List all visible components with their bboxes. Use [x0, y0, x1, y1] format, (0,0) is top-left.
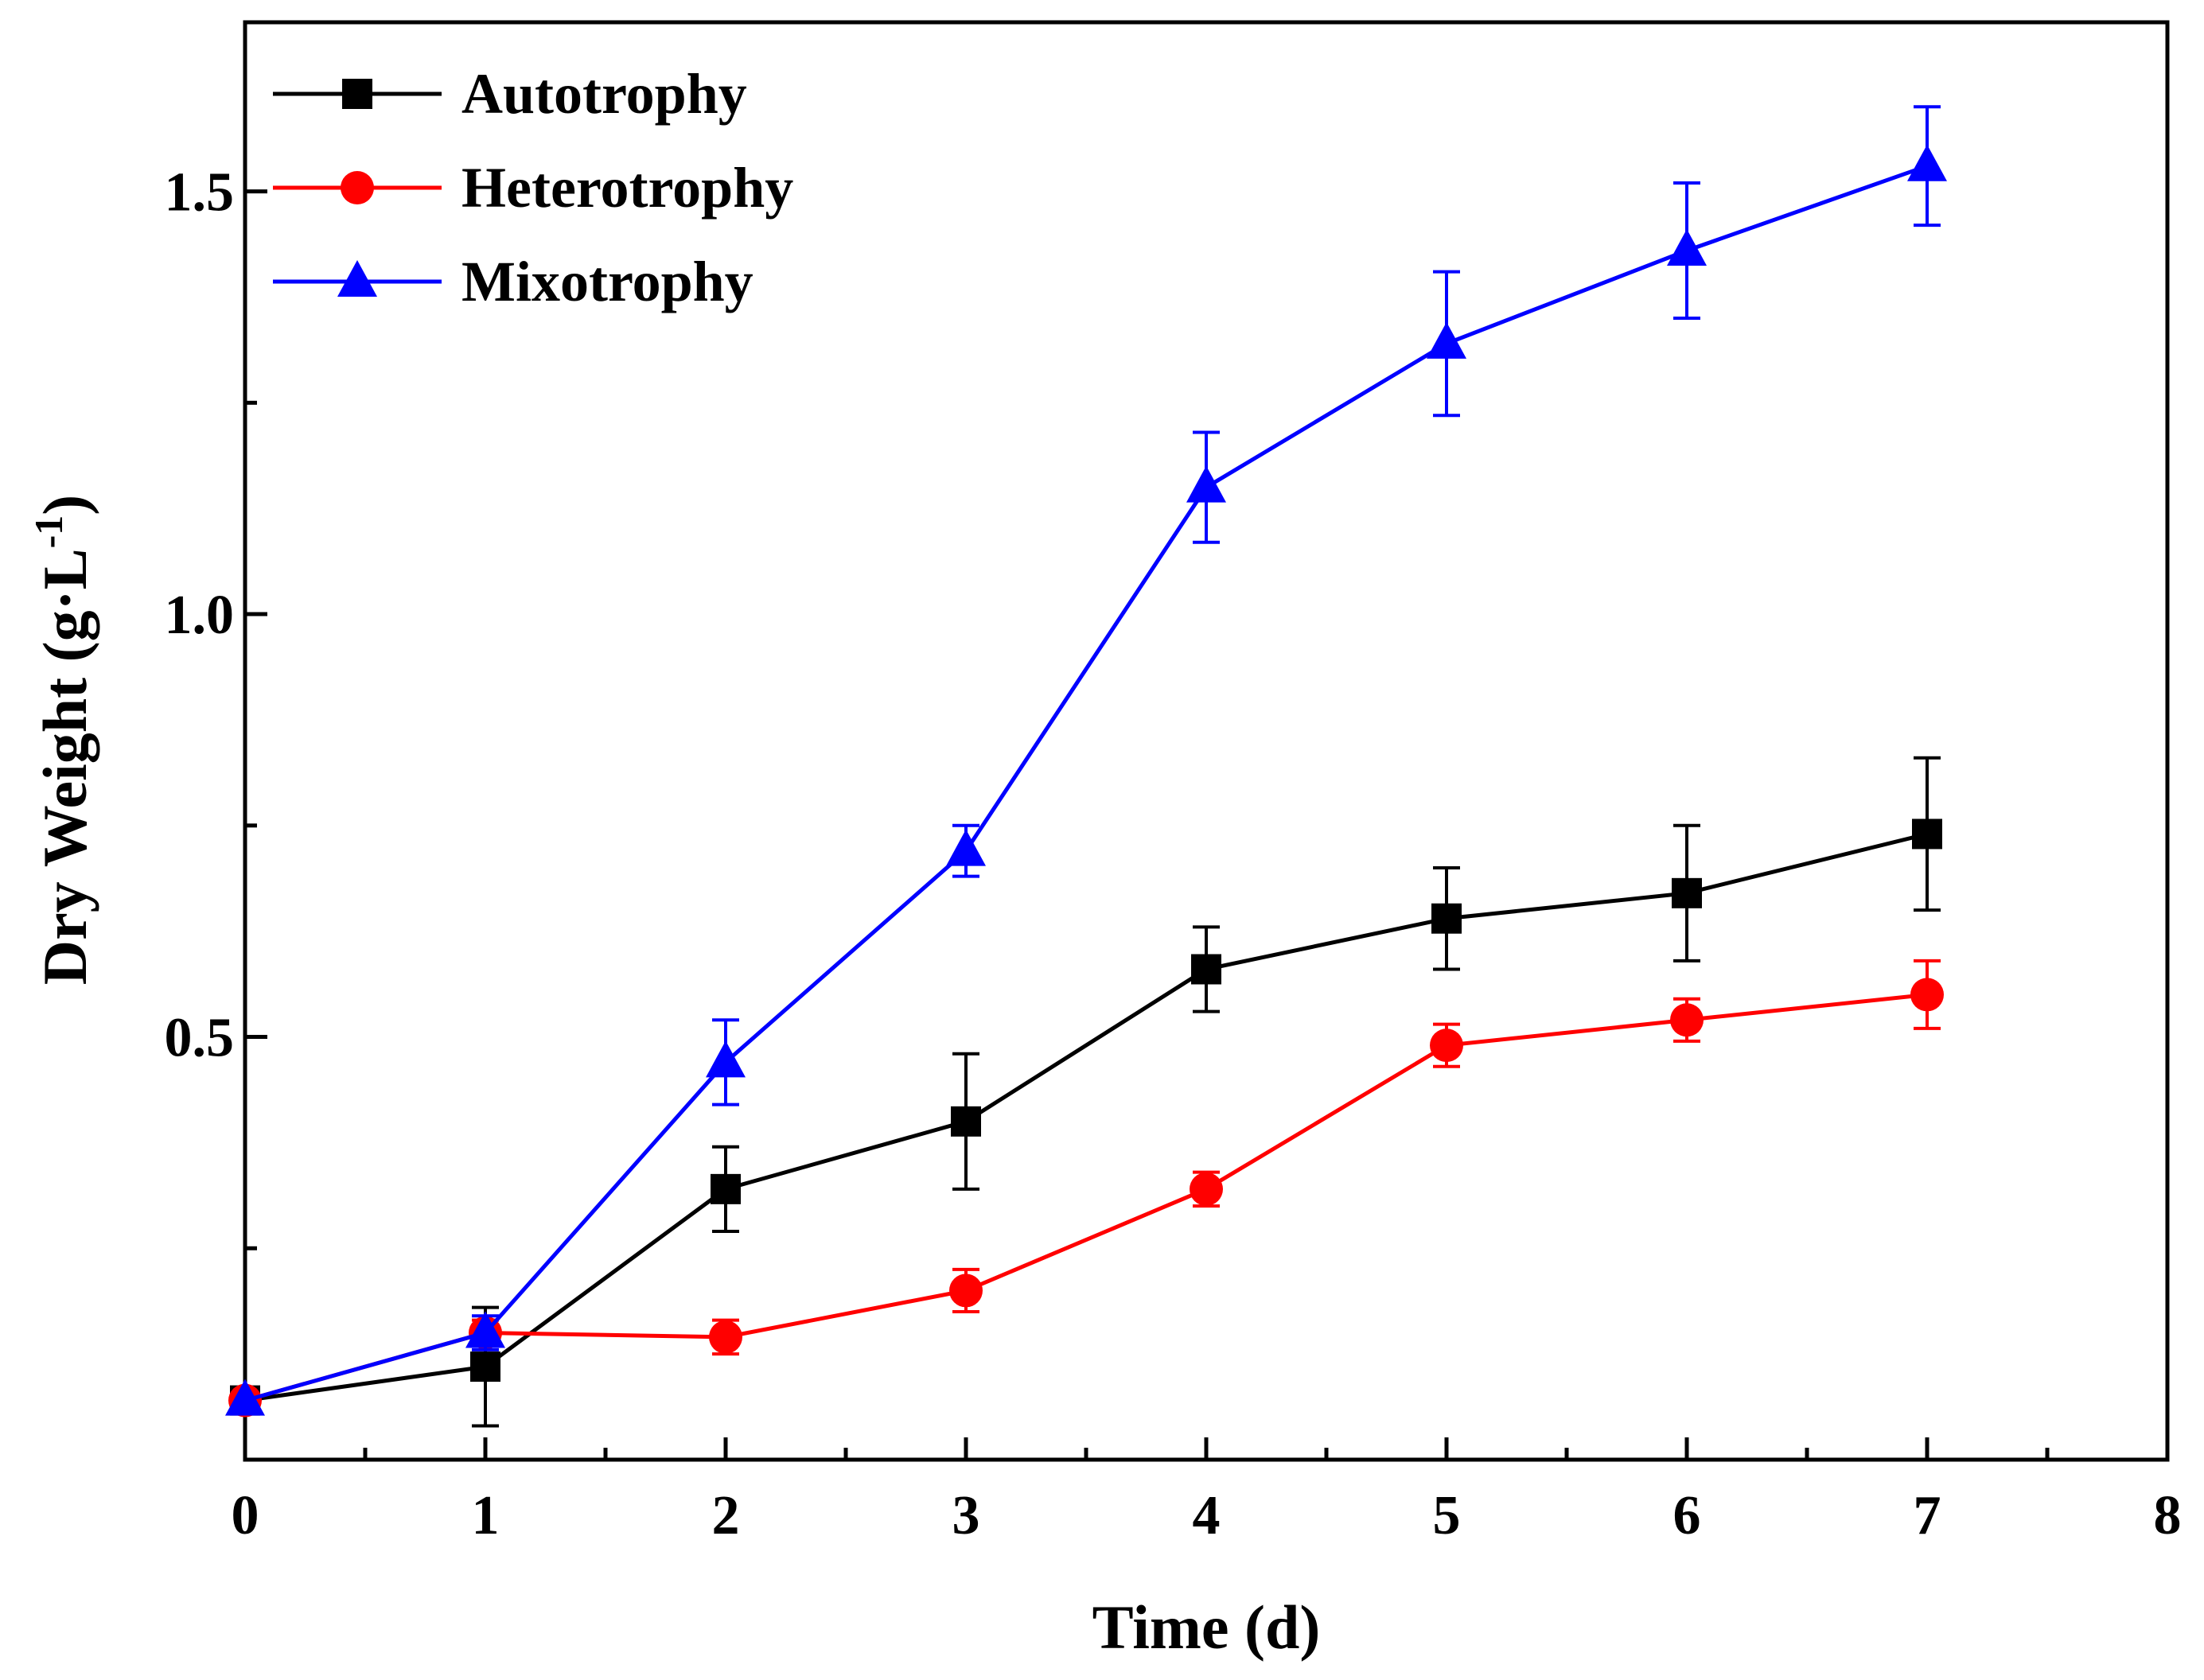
data-point-autotrophy [1672, 877, 1702, 908]
data-point-heterotrophy [1910, 978, 1944, 1012]
x-tick-label: 2 [712, 1485, 740, 1546]
data-point-heterotrophy [1670, 1003, 1704, 1037]
x-axis: 0 1 2 3 4 5 6 7 8 [232, 1437, 2182, 1546]
x-tick-label: 8 [2154, 1485, 2182, 1546]
y-tick-label: 0.5 [165, 1008, 235, 1069]
series-heterotrophy [228, 959, 1944, 1418]
data-point-autotrophy [470, 1351, 500, 1382]
data-point-heterotrophy [709, 1320, 742, 1354]
data-point-autotrophy [711, 1173, 741, 1204]
y-axis-label-close: ) [30, 495, 99, 515]
plot-frame [243, 20, 2170, 1462]
x-tick-label: 6 [1673, 1485, 1701, 1546]
data-point-mixotrophy [1186, 465, 1226, 503]
x-tick-label: 1 [472, 1485, 500, 1546]
data-point-mixotrophy [465, 1311, 505, 1348]
y-axis-label-main: Dry Weight (g·L [30, 548, 99, 985]
legend-label-autotrophy: Autotrophy [461, 62, 747, 126]
data-point-mixotrophy [225, 1379, 265, 1416]
legend-label-mixotrophy: Mixotrophy [461, 250, 753, 313]
data-point-heterotrophy [949, 1274, 983, 1308]
legend-label-heterotrophy: Heterotrophy [461, 156, 793, 220]
x-tick-label: 7 [1914, 1485, 1941, 1546]
x-tick-label: 0 [232, 1485, 259, 1546]
data-point-mixotrophy [1907, 144, 1947, 181]
data-point-mixotrophy [1667, 228, 1707, 266]
x-tick-label: 4 [1193, 1485, 1221, 1546]
data-point-heterotrophy [1190, 1172, 1223, 1206]
data-point-autotrophy [1431, 903, 1462, 934]
legend-marker-autotrophy [342, 79, 372, 109]
data-point-autotrophy [1191, 954, 1221, 985]
y-axis-label-superscript: -1 [26, 515, 71, 549]
data-point-mixotrophy [706, 1040, 746, 1078]
x-tick-label: 3 [952, 1485, 980, 1546]
series-layer [225, 105, 1947, 1428]
y-tick-label: 1.0 [165, 585, 235, 646]
data-point-mixotrophy [1427, 321, 1466, 359]
series-line-mixotrophy [244, 164, 1928, 1403]
legend-marker-mixotrophy [337, 260, 377, 297]
legend: Autotrophy Heterotrophy Mixotrophy [273, 62, 793, 313]
y-axis: 0.5 1.0 1.5 [165, 162, 267, 1250]
x-axis-label: Time (d) [1092, 1592, 1321, 1662]
data-point-mixotrophy [946, 829, 986, 866]
series-line-heterotrophy [244, 992, 1928, 1403]
data-point-autotrophy [951, 1106, 981, 1137]
data-point-autotrophy [1912, 819, 1942, 850]
legend-marker-heterotrophy [341, 171, 374, 204]
y-tick-label: 1.5 [165, 162, 235, 224]
series-line-autotrophy [244, 831, 1928, 1403]
y-axis-label: Dry Weight (g·L-1) [26, 495, 99, 986]
series-mixotrophy [225, 105, 1947, 1416]
data-point-heterotrophy [1430, 1029, 1463, 1063]
x-tick-label: 5 [1433, 1485, 1461, 1546]
